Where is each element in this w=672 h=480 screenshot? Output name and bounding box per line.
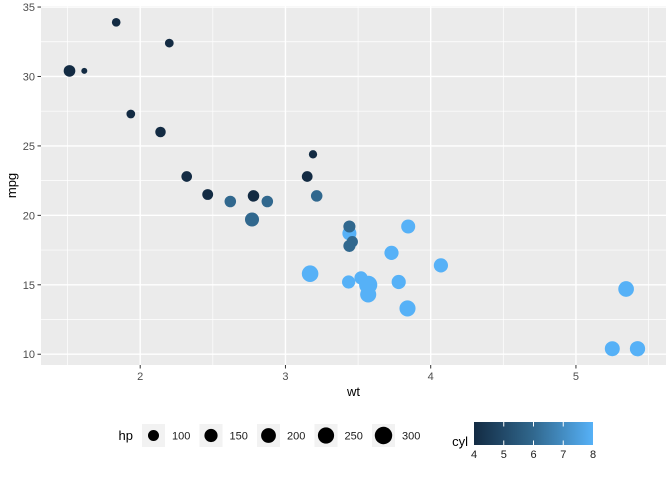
cyl-tick-label: 7 bbox=[560, 449, 566, 461]
data-point bbox=[301, 171, 313, 182]
data-point bbox=[164, 38, 174, 48]
size-legend: hp 100 150 200 250 300 bbox=[119, 424, 420, 447]
size-legend-label: 150 bbox=[230, 431, 248, 443]
data-point bbox=[202, 189, 214, 200]
data-point bbox=[359, 275, 378, 294]
data-point bbox=[629, 341, 646, 357]
x-tick-label: 3 bbox=[282, 371, 288, 383]
x-tick-label: 5 bbox=[573, 371, 579, 383]
size-legend-label: 100 bbox=[172, 431, 190, 443]
plot-panel bbox=[41, 6, 666, 365]
data-point bbox=[401, 219, 416, 234]
y-tick-label: 15 bbox=[23, 280, 35, 292]
data-point bbox=[342, 275, 356, 289]
cyl-tick-label: 8 bbox=[590, 449, 596, 461]
data-point bbox=[247, 190, 260, 202]
x-tick-label: 4 bbox=[428, 371, 434, 383]
axis-tick-marks bbox=[37, 6, 577, 369]
data-point bbox=[63, 65, 76, 77]
x-axis-tick-labels: 2 3 4 5 bbox=[137, 371, 579, 383]
size-legend-point bbox=[317, 427, 335, 444]
y-tick-label: 20 bbox=[23, 210, 35, 222]
size-legend-title: hp bbox=[119, 428, 133, 443]
data-point bbox=[244, 212, 260, 227]
data-point bbox=[343, 239, 356, 252]
data-point bbox=[384, 245, 399, 260]
color-gradient-bar bbox=[474, 422, 593, 445]
size-legend-point bbox=[374, 426, 393, 445]
colorbar-tick-marks bbox=[503, 422, 564, 445]
data-point bbox=[399, 300, 416, 317]
data-point bbox=[604, 341, 620, 357]
data-point bbox=[126, 109, 136, 119]
data-point bbox=[308, 150, 318, 159]
x-axis-title: wt bbox=[346, 384, 360, 399]
data-point bbox=[391, 274, 406, 290]
size-legend-label: 250 bbox=[345, 431, 363, 443]
y-axis-title: mpg bbox=[4, 173, 19, 198]
data-point bbox=[111, 17, 121, 27]
color-legend-title: cyl bbox=[452, 434, 468, 449]
size-legend-point bbox=[261, 428, 276, 443]
cyl-tick-label: 6 bbox=[530, 449, 536, 461]
data-point bbox=[310, 190, 323, 202]
data-points-layer bbox=[63, 17, 646, 357]
y-tick-label: 25 bbox=[23, 141, 35, 153]
size-legend-point bbox=[204, 428, 218, 443]
y-tick-label: 30 bbox=[23, 71, 35, 83]
data-point bbox=[618, 281, 634, 297]
data-point bbox=[224, 195, 237, 208]
data-point bbox=[301, 265, 319, 282]
data-point bbox=[433, 258, 448, 273]
y-tick-label: 10 bbox=[23, 349, 35, 361]
minor-gridlines bbox=[41, 6, 666, 365]
cyl-tick-label: 4 bbox=[471, 449, 477, 461]
y-axis-tick-labels: 10 15 20 25 30 35 bbox=[23, 2, 35, 361]
data-point bbox=[81, 67, 88, 74]
cyl-tick-label: 5 bbox=[501, 449, 507, 461]
data-point bbox=[343, 220, 356, 233]
x-tick-label: 2 bbox=[137, 371, 143, 383]
size-legend-label: 300 bbox=[402, 431, 420, 443]
data-point bbox=[261, 195, 274, 208]
size-legend-label: 200 bbox=[287, 431, 305, 443]
color-legend: cyl 4 5 6 7 8 bbox=[452, 422, 596, 461]
y-tick-label: 35 bbox=[23, 2, 35, 14]
colorbar-tick-labels: 4 5 6 7 8 bbox=[471, 449, 596, 461]
size-legend-keys: 100 150 200 250 300 bbox=[142, 424, 420, 447]
major-gridlines bbox=[41, 6, 666, 365]
data-point bbox=[155, 126, 166, 138]
size-legend-point bbox=[147, 429, 160, 442]
data-point bbox=[181, 171, 193, 182]
